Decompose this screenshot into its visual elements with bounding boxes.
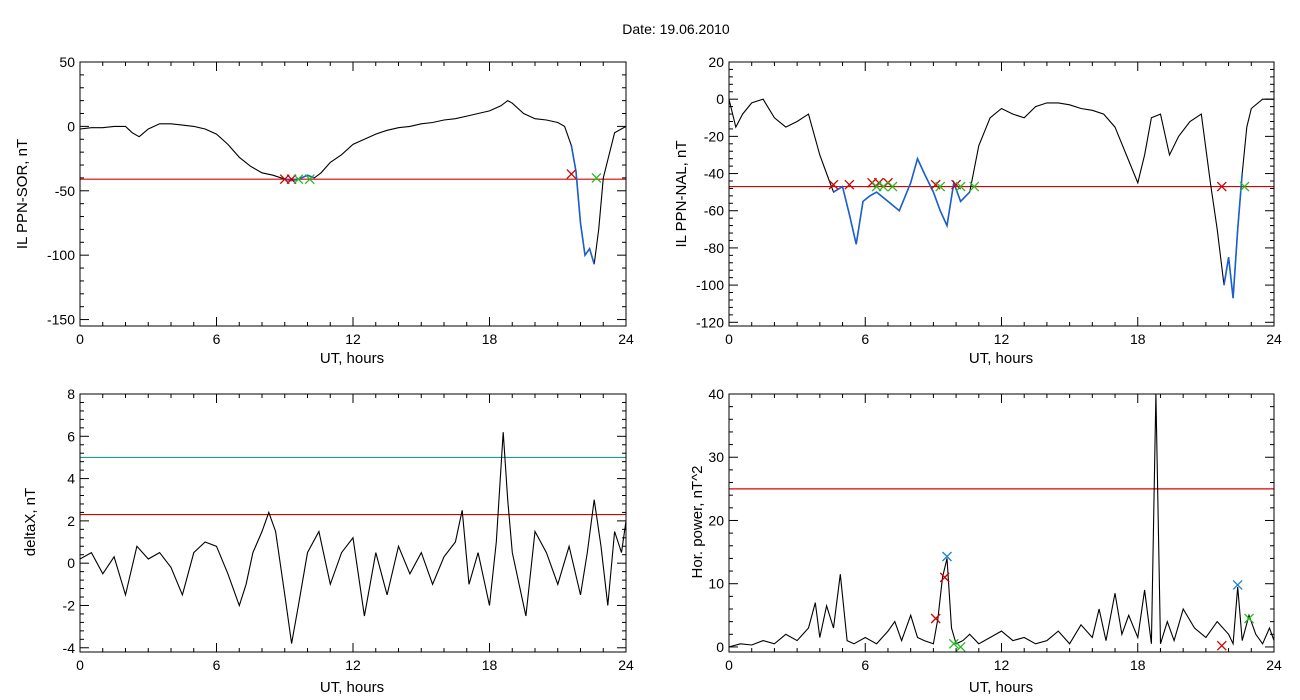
panel-ppn-sor-end-marker-2 — [591, 172, 602, 183]
panel-ppn-sor-xtick-label-0: 0 — [76, 331, 84, 347]
panel-hor-power-series-line — [729, 394, 1274, 648]
panel-hor-power-peak-marker-1 — [1232, 580, 1243, 590]
panel-ppn-nal-ytick-label--120: -120 — [696, 314, 724, 330]
page-title: Date: 19.06.2010 — [622, 21, 730, 37]
panel-ppn-sor-ytick-label--150: -150 — [47, 312, 75, 328]
panel-hor-power-xtick-label-12: 12 — [994, 657, 1010, 673]
panel-ppn-nal-ytick-label--40: -40 — [704, 166, 724, 182]
panel-ppn-sor-xtick-label-18: 18 — [482, 331, 498, 347]
panel-hor-power-ytick-label-0: 0 — [716, 639, 724, 655]
panel-deltax-ytick-label-8: 8 — [67, 386, 75, 402]
panel-ppn-nal-ytick-label-20: 20 — [708, 54, 724, 70]
panel-ppn-nal-start-marker-1 — [844, 179, 855, 190]
panel-hor-power-start-marker-2 — [1216, 640, 1227, 651]
panel-ppn-nal-ytick-label--60: -60 — [704, 203, 724, 219]
panel-deltax-xtick-label-12: 12 — [345, 657, 361, 673]
panel-ppn-nal-end-marker-1 — [878, 181, 889, 192]
panel-ppn-nal-xlabel: UT, hours — [969, 350, 1033, 367]
panel-ppn-nal-xtick-label-24: 24 — [1266, 331, 1282, 347]
panel-hor-power-xlabel: UT, hours — [969, 679, 1033, 696]
panel-hor-power-end-marker-0 — [948, 638, 959, 649]
panel-ppn-sor: 0 6 12 18 24 -150 -100 -50 0 50 UT, hours IL PPN-… — [14, 54, 634, 367]
panel-ppn-nal-frame — [728, 61, 1275, 327]
panel-hor-power-ylabel: Hor. power, nT^2 — [689, 466, 706, 579]
panel-ppn-sor-highlight-line-1 — [570, 145, 595, 265]
panel-ppn-nal-series-line — [729, 98, 1274, 299]
panel-hor-power-frame — [728, 393, 1275, 653]
panel-hor-power-end-marker-1 — [955, 641, 966, 652]
panel-deltax-xlabel: UT, hours — [320, 679, 384, 696]
panel-deltax-ylabel: deltaX, nT — [22, 488, 39, 556]
panel-hor-power-peak-marker-0 — [942, 551, 952, 562]
panel-hor-power-ytick-label-10: 10 — [708, 576, 724, 592]
panel-ppn-sor-xtick-label-12: 12 — [345, 331, 361, 347]
panel-ppn-nal-highlight-line-0 — [833, 156, 971, 245]
panel-ppn-sor-end-marker-1 — [304, 174, 315, 185]
panel-ppn-sor-ytick-label-0: 0 — [67, 118, 75, 134]
panel-ppn-nal-ytick-label--80: -80 — [704, 240, 724, 256]
panel-hor-power: 0 6 12 18 24 0 10 20 30 40 UT, hours Hor. power, … — [689, 386, 1282, 696]
panel-deltax-xtick-label-24: 24 — [618, 657, 634, 673]
panel-ppn-sor-ytick-label-50: 50 — [59, 54, 75, 70]
panel-ppn-sor-end-marker-0 — [293, 174, 304, 185]
panel-deltax-series-line — [80, 432, 626, 644]
panel-hor-power-start-marker-1 — [939, 572, 950, 583]
panel-ppn-sor-frame — [79, 61, 627, 327]
panel-hor-power-start-marker-0 — [930, 613, 941, 624]
panel-ppn-nal-end-marker-4 — [955, 181, 966, 192]
panel-ppn-nal-start-marker-0 — [828, 179, 839, 190]
panel-ppn-sor-ylabel: IL PPN-SOR, nT — [14, 139, 31, 249]
panel-hor-power-xtick-label-18: 18 — [1130, 657, 1146, 673]
panel-deltax-ytick-label-2: 2 — [67, 513, 75, 529]
panel-hor-power-end-marker-2 — [1244, 613, 1254, 624]
panel-hor-power-xtick-label-6: 6 — [861, 657, 869, 673]
panel-ppn-sor-xtick-label-6: 6 — [213, 331, 221, 347]
panel-ppn-nal-xtick-label-18: 18 — [1130, 331, 1146, 347]
panel-ppn-nal-end-marker-5 — [969, 181, 980, 192]
panel-ppn-nal-start-marker-7 — [1216, 181, 1227, 192]
panel-ppn-nal-end-marker-2 — [887, 181, 898, 192]
panel-ppn-sor-ytick-label--100: -100 — [47, 247, 75, 263]
panel-ppn-sor-xtick-label-24: 24 — [618, 331, 634, 347]
panel-ppn-nal-ytick-label--100: -100 — [696, 277, 724, 293]
panel-ppn-nal-end-marker-3 — [935, 181, 946, 192]
panel-deltax-ytick-label-0: 0 — [67, 555, 75, 571]
panel-ppn-sor-xlabel: UT, hours — [320, 350, 384, 367]
panel-deltax-xtick-label-6: 6 — [213, 657, 221, 673]
panel-deltax-ytick-label-6: 6 — [67, 428, 75, 444]
panel-ppn-nal-xtick-label-6: 6 — [861, 331, 869, 347]
panel-ppn-nal-xtick-label-12: 12 — [994, 331, 1010, 347]
panel-ppn-nal-end-marker-6 — [1239, 181, 1250, 192]
panel-hor-power-plot: 0 6 12 18 24 0 10 20 30 40 — [708, 386, 1282, 673]
panel-ppn-sor-start-marker-2 — [566, 169, 577, 179]
panel-hor-power-xtick-label-0: 0 — [725, 657, 733, 673]
panel-hor-power-xtick-label-24: 24 — [1266, 657, 1282, 673]
panel-ppn-nal-ytick-label--20: -20 — [704, 128, 724, 144]
panel-deltax-xtick-label-0: 0 — [76, 657, 84, 673]
panel-ppn-sor-ytick-label--50: -50 — [55, 183, 75, 199]
panel-ppn-sor-plot: 0 6 12 18 24 -150 -100 -50 0 50 — [47, 54, 634, 347]
panel-deltax-xtick-label-18: 18 — [482, 657, 498, 673]
panel-ppn-nal-plot: 0 6 12 18 24 -120 -100 -80 -60 -40 -20 0 20 — [696, 54, 1282, 347]
panel-hor-power-ytick-label-40: 40 — [708, 386, 724, 402]
panel-deltax-ytick-label--2: -2 — [63, 597, 76, 613]
panel-ppn-nal-ylabel: IL PPN-NAL, nT — [673, 141, 690, 248]
panel-ppn-nal-ytick-label-0: 0 — [716, 91, 724, 107]
panel-ppn-nal: 0 6 12 18 24 -120 -100 -80 -60 -40 -20 0 20 UT, hour… — [673, 54, 1282, 367]
panel-ppn-nal-xtick-label-0: 0 — [725, 331, 733, 347]
panel-hor-power-ytick-label-30: 30 — [708, 449, 724, 465]
panel-deltax-ytick-label-4: 4 — [67, 471, 75, 487]
panel-ppn-nal-highlight-line-1 — [1223, 173, 1243, 299]
panel-ppn-sor-series-line — [80, 99, 626, 265]
panel-deltax-frame — [79, 393, 627, 653]
panel-deltax-ytick-label--4: -4 — [63, 640, 76, 656]
panel-hor-power-ytick-label-20: 20 — [708, 512, 724, 528]
